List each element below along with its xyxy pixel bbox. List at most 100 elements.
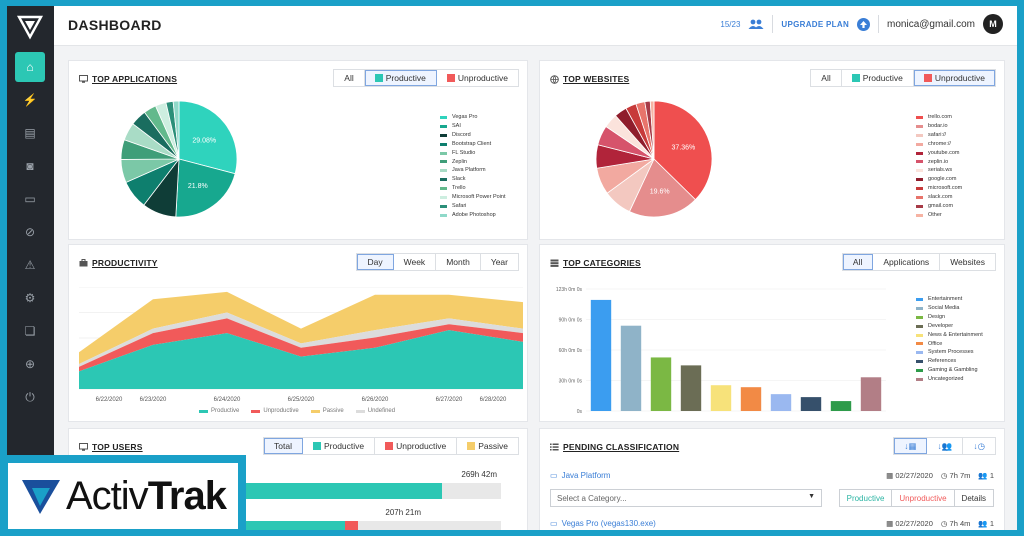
documents-icon: ❏	[24, 324, 36, 338]
clock-icon: ◷ 7h 7m	[940, 471, 971, 480]
legend-swatch	[916, 205, 923, 209]
legend-item[interactable]: Unproductive	[251, 408, 299, 414]
tab-unproductive[interactable]: Unproductive	[375, 438, 458, 454]
productive-button[interactable]: Productive	[840, 490, 893, 506]
upgrade-arrow-icon[interactable]	[857, 17, 871, 31]
sidebar-item-block[interactable]: ⊘	[15, 217, 45, 247]
tab-websites[interactable]: Websites	[950, 257, 985, 267]
unproductive-button[interactable]: Unproductive	[892, 490, 955, 506]
pending-sort-tabs: ↓▦ ↓👥 ↓◷	[893, 437, 996, 455]
bar-office[interactable]	[740, 387, 762, 411]
top-bar: DASHBOARD 15/23 UPGRADE PLAN monica@gmai…	[54, 6, 1017, 46]
legend-label: zeplin.io	[928, 158, 949, 165]
sidebar-item-home[interactable]: ⌂	[15, 52, 45, 82]
sidebar-item-power[interactable]: ⏻	[15, 382, 45, 412]
pie-slice-vegas-pro[interactable]	[178, 100, 238, 175]
x-tick-label: 6/25/2020	[288, 397, 315, 403]
tab-passive[interactable]: Passive	[457, 438, 518, 454]
tab-productive[interactable]: Productive	[842, 70, 914, 86]
legend-swatch	[916, 297, 923, 301]
app-logo-icon[interactable]	[16, 12, 44, 40]
area-series-undefined[interactable]	[79, 312, 523, 367]
avatar[interactable]: M	[983, 14, 1003, 34]
legend-label: Undefined	[367, 408, 396, 414]
tab-year[interactable]: Year	[490, 257, 508, 267]
tab-all[interactable]: All	[334, 70, 365, 86]
sidebar-item-alarm[interactable]: ⚠	[15, 250, 45, 280]
tab-label: Unproductive	[457, 73, 508, 83]
bar-social-media[interactable]	[620, 325, 642, 411]
brand-logo-icon	[22, 480, 60, 514]
classification-buttons: Productive Unproductive Details	[838, 489, 994, 507]
pie-slice-adobe-photoshop[interactable]	[172, 100, 180, 160]
tab-productive[interactable]: Productive	[303, 438, 376, 454]
legend-swatch	[916, 133, 923, 137]
tab-unproductive[interactable]: Unproductive	[913, 70, 995, 86]
tab-week[interactable]: Week	[394, 254, 437, 270]
tab-all[interactable]: All	[811, 70, 842, 86]
block-icon: ⊘	[24, 225, 36, 239]
area-series-passive[interactable]	[79, 291, 523, 364]
bar-system-processes[interactable]	[770, 394, 792, 411]
bar-developer[interactable]	[680, 365, 702, 411]
bar-entertainment[interactable]	[590, 299, 612, 411]
pie-slice-other[interactable]	[649, 100, 655, 160]
bar-references[interactable]	[800, 397, 822, 411]
legend-label: Gaming & Gambling	[928, 367, 978, 374]
bar-news-entertainment[interactable]	[710, 385, 732, 411]
pending-users: 1	[989, 471, 994, 480]
legend-swatch	[916, 213, 923, 217]
details-button[interactable]: Details	[961, 493, 986, 503]
pie-slice-bodar-io[interactable]	[628, 158, 696, 218]
tab-month[interactable]: Month	[436, 254, 481, 270]
area-series-productive[interactable]	[79, 330, 523, 389]
power-icon: ⏻	[25, 389, 35, 404]
tab-all[interactable]: All	[842, 254, 874, 270]
legend-item: google.com	[916, 175, 962, 184]
bar-design[interactable]	[650, 357, 672, 411]
area-series-unproductive[interactable]	[79, 318, 523, 372]
top-applications-panel: TOP APPLICATIONS All Productive Unproduc…	[68, 60, 528, 240]
sort-by-time-button[interactable]: ↓◷	[963, 438, 995, 454]
sort-by-date-button[interactable]: ↓▦	[894, 438, 928, 454]
legend-item[interactable]: Productive	[199, 408, 239, 414]
sidebar-item-chat[interactable]: ▭	[15, 184, 45, 214]
tab-applications[interactable]: Applications	[873, 254, 941, 270]
legend-label: Productive	[211, 408, 240, 414]
tab-day[interactable]: Day	[357, 254, 394, 270]
sort-by-users-button[interactable]: ↓👥	[927, 438, 964, 454]
legend-item[interactable]: Passive	[310, 408, 344, 414]
users-icon[interactable]	[748, 19, 764, 29]
pie-slice-sai[interactable]	[175, 158, 236, 218]
top-applications-tabs: All Productive Unproductive	[333, 69, 519, 87]
legend-item[interactable]: Undefined	[355, 408, 396, 414]
legend-label: Safari	[452, 203, 467, 210]
legend-item: Java Platform	[440, 166, 506, 175]
tab-total[interactable]: Total	[264, 438, 303, 454]
sidebar-item-report[interactable]: ▤	[15, 118, 45, 148]
sidebar-item-gear[interactable]: ⚙	[15, 283, 45, 313]
pending-title: PENDING CLASSIFICATION	[563, 442, 680, 452]
bar-uncategorized[interactable]	[860, 377, 882, 411]
sidebar-item-help[interactable]: ⊕	[15, 349, 45, 379]
legend-item: Vegas Pro	[440, 113, 506, 122]
legend-item: SAI	[440, 122, 506, 131]
tab-unproductive[interactable]: Unproductive	[437, 70, 518, 86]
pending-item-name[interactable]: Vegas Pro (vegas130.exe)	[561, 519, 656, 528]
pie-slice-trello-com[interactable]	[653, 100, 713, 201]
bar-gaming-gambling[interactable]	[830, 401, 852, 411]
tab-productive[interactable]: Productive	[364, 70, 437, 86]
sidebar-item-camera[interactable]: ◙	[15, 151, 45, 181]
pending-date: 02/27/2020	[895, 519, 933, 528]
category-select[interactable]: Select a Category... ▼	[550, 489, 822, 507]
unproductive-swatch	[923, 74, 932, 82]
pending-item-name[interactable]: Java Platform	[561, 471, 611, 480]
sidebar-item-documents[interactable]: ❏	[15, 316, 45, 346]
users-icon: 👥 1	[978, 471, 994, 480]
upgrade-plan-link[interactable]: UPGRADE PLAN	[781, 19, 850, 29]
list-icon	[550, 443, 559, 451]
tab-label: Productive	[323, 441, 365, 451]
sidebar-item-lightning[interactable]: ⚡	[15, 85, 45, 115]
user-email[interactable]: monica@gmail.com	[887, 18, 975, 30]
legend-label: Vegas Pro	[452, 114, 478, 120]
